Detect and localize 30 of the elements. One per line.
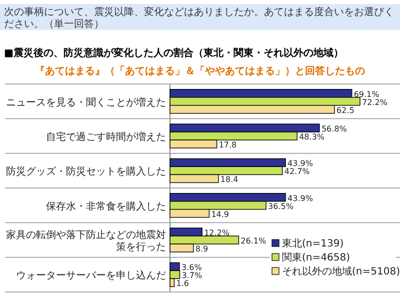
- y-tick-label: ニュースを見る・聞くことが増えた: [6, 96, 166, 108]
- y-tick-label: 自宅で過ごす時間が増えた: [46, 131, 166, 143]
- data-label: 69.1%: [354, 90, 380, 99]
- data-label: 3.7%: [182, 271, 202, 280]
- data-label: 3.6%: [181, 263, 202, 272]
- data-label: 36.5%: [268, 202, 294, 211]
- data-label: 62.5: [336, 106, 354, 115]
- legend-label: それ以外の地域(n=5108): [282, 266, 400, 278]
- y-tick-label: ウォーターサーバーを申し込んだ: [16, 270, 166, 282]
- y-tick-label: 防災グッズ・防災セットを購入した: [6, 166, 166, 178]
- y-tick-label: 保存水・非常食を購入した: [46, 200, 166, 212]
- data-label: 43.9%: [288, 194, 314, 203]
- data-label: 12.2%: [204, 228, 230, 238]
- y-tick-label: 家具の転倒や落下防止などの地震対策を行った: [6, 229, 166, 253]
- legend-label: 関東(n=4658): [282, 252, 350, 264]
- data-label: 56.8%: [321, 124, 348, 134]
- data-label: 43.9%: [288, 159, 314, 168]
- chart-subtitle: 『あてはまる』（「あてはまる」＆「ややあてはまる」）と回答したもの: [35, 65, 365, 77]
- data-label: 8.9: [195, 244, 208, 254]
- text: 次の事柄について、震災以降、変化などはありましたか。あてはまる度合いをお選びください。（単一回答）: [4, 6, 394, 30]
- data-label: 18.4: [220, 175, 238, 184]
- data-label: 42.7%: [284, 167, 310, 176]
- chart-title: ■震災後の、防災意識が変化した人の割合（東北・関東・それ以外の地域）: [4, 47, 344, 59]
- data-label: 14.9: [211, 210, 230, 219]
- data-label: 72.2%: [362, 98, 388, 107]
- data-label: 48.3%: [299, 132, 325, 142]
- legend-label: 東北(n=139): [282, 238, 344, 250]
- data-label: 1.6: [176, 279, 189, 288]
- data-label: 17.8: [218, 140, 237, 150]
- data-label: 26.1%: [240, 236, 266, 246]
